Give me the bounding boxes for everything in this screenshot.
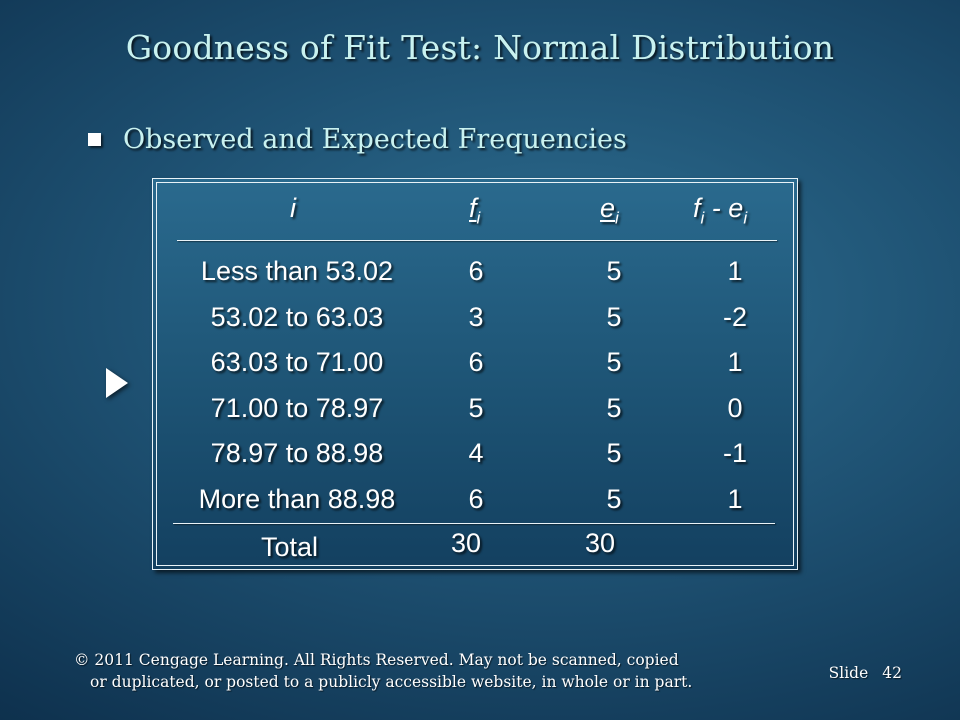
- copyright-line-1: © 2011 Cengage Learning. All Rights Rese…: [74, 651, 679, 669]
- play-arrow-icon[interactable]: [106, 368, 128, 398]
- frequency-table: i fi ei fi - ei Less than 53.02 6 5 1 53.02 …: [152, 178, 798, 570]
- observed-frequency-cell: 4: [468, 438, 484, 468]
- total-e: 30: [585, 528, 616, 558]
- slide-title: Goodness of Fit Test: Normal Distributio…: [125, 28, 835, 67]
- bullet-item: Observed and Expected Frequencies: [88, 124, 627, 155]
- total-label: Total: [261, 532, 319, 562]
- interval-cell: More than 88.98: [198, 483, 396, 514]
- observed-frequency-cell: 6: [468, 256, 484, 286]
- expected-frequency-cell: 5: [606, 301, 622, 332]
- header-rule: [177, 240, 777, 241]
- header-i: i: [290, 193, 296, 223]
- square-bullet-icon: [88, 133, 101, 146]
- copyright-notice: © 2011 Cengage Learning. All Rights Rese…: [74, 649, 794, 693]
- difference-cell: -1: [722, 438, 748, 468]
- expected-frequency-cell: 5: [606, 392, 622, 423]
- interval-cell: 78.97 to 88.98: [210, 438, 384, 468]
- expected-frequency-cell: 5: [606, 347, 622, 377]
- difference-cell: 1: [727, 256, 743, 286]
- interval-cell: 63.03 to 71.00: [210, 347, 384, 377]
- observed-frequency-cell: 6: [468, 483, 484, 514]
- copyright-line-2: or duplicated, or posted to a publicly a…: [90, 673, 693, 691]
- difference-cell: 1: [727, 347, 743, 377]
- header-e-i: ei: [600, 193, 619, 228]
- total-rule: [173, 523, 775, 524]
- header-f-minus-e: fi - ei: [693, 193, 748, 228]
- slide-label: Slide: [828, 664, 869, 682]
- slide-number-value: 42: [882, 664, 902, 682]
- slide-number: Slide 42: [829, 664, 902, 682]
- difference-cell: 1: [727, 483, 743, 514]
- bullet-text: Observed and Expected Frequencies: [123, 124, 627, 155]
- observed-frequency-cell: 3: [468, 301, 484, 332]
- interval-cell: Less than 53.02: [200, 256, 394, 286]
- expected-frequency-cell: 5: [606, 256, 622, 286]
- header-f-i: fi: [469, 193, 481, 228]
- observed-frequency-cell: 6: [468, 347, 484, 377]
- expected-frequency-cell: 5: [606, 483, 622, 514]
- expected-frequency-cell: 5: [606, 438, 622, 468]
- interval-cell: 53.02 to 63.03: [210, 301, 384, 332]
- difference-cell: -2: [722, 301, 748, 332]
- observed-frequency-cell: 5: [468, 392, 484, 423]
- total-f: 30: [451, 528, 482, 558]
- interval-cell: 71.00 to 78.97: [210, 392, 384, 423]
- difference-cell: 0: [727, 392, 743, 423]
